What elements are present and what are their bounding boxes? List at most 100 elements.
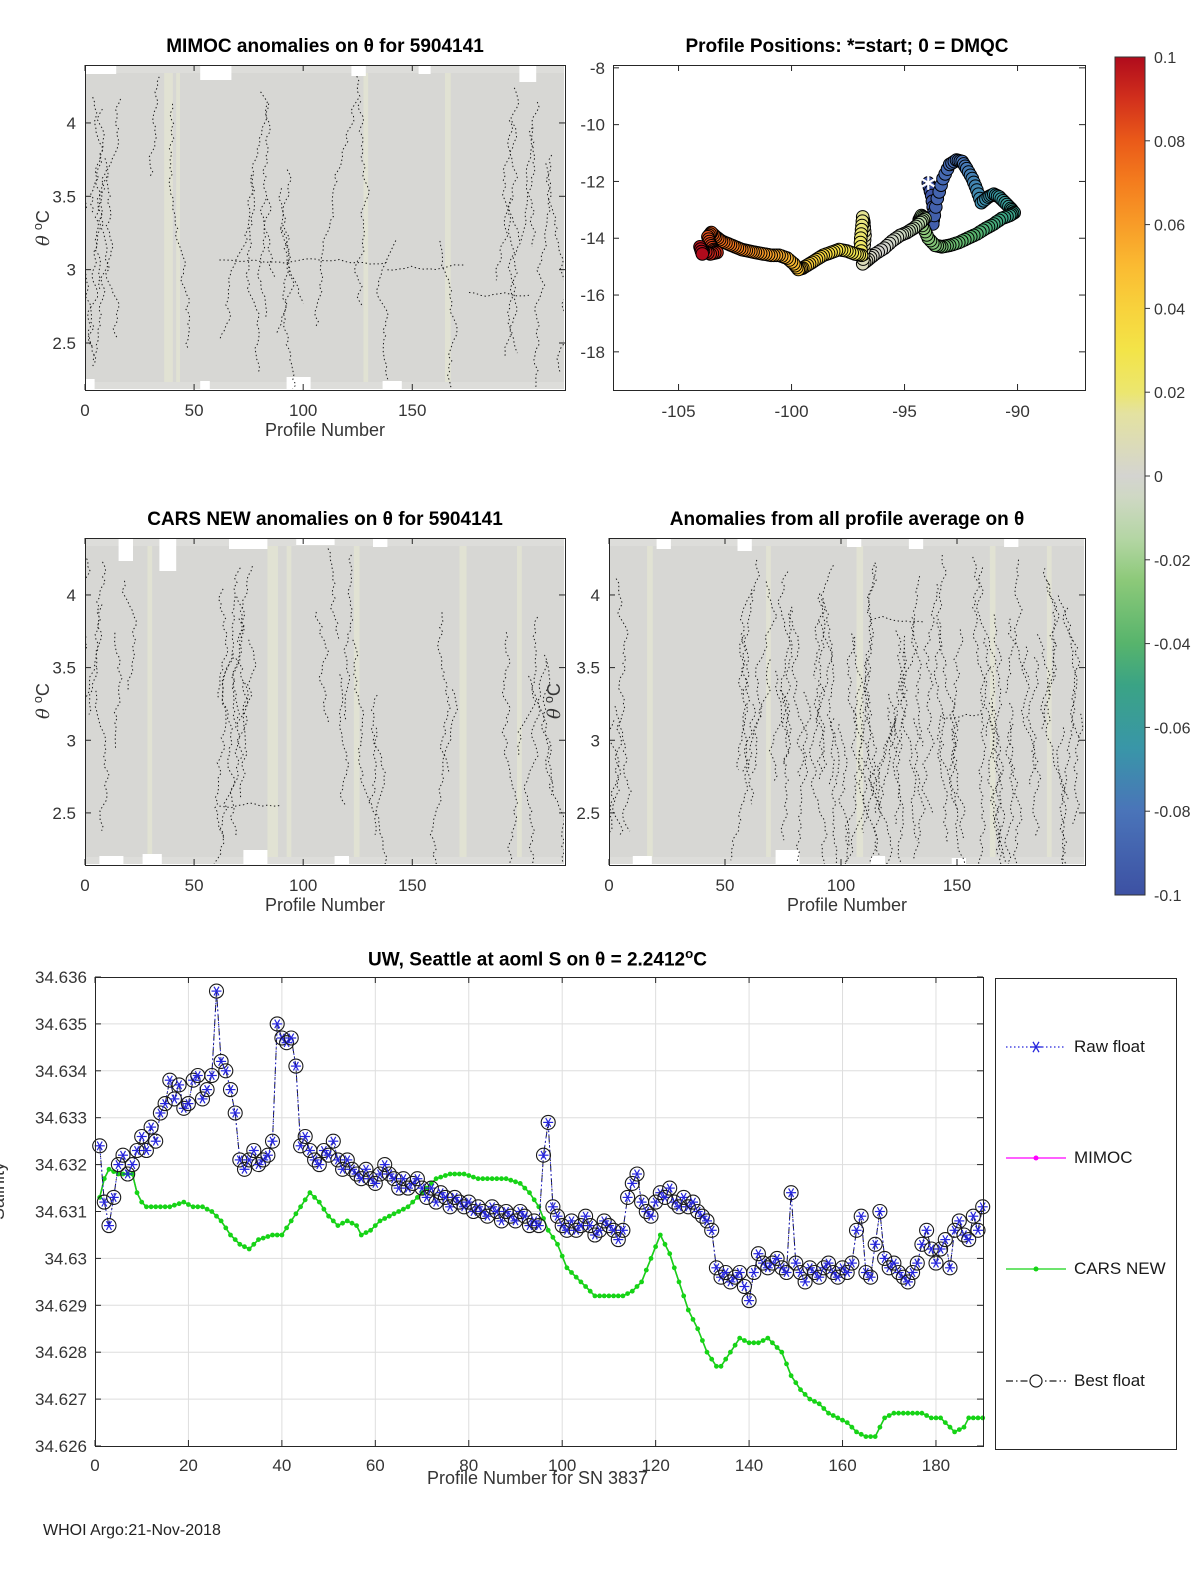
svg-text:60: 60 xyxy=(366,1456,385,1475)
svg-text:50: 50 xyxy=(185,876,204,895)
timeseries-title-unit: C xyxy=(693,949,707,971)
svg-text:100: 100 xyxy=(548,1456,576,1475)
svg-text:-8: -8 xyxy=(590,59,605,78)
svg-text:150: 150 xyxy=(943,876,971,895)
svg-text:180: 180 xyxy=(922,1456,950,1475)
ylabel-cars: θ oC xyxy=(27,641,54,761)
svg-text:4: 4 xyxy=(67,114,76,133)
svg-text:3.5: 3.5 xyxy=(52,187,76,206)
svg-text:0.02: 0.02 xyxy=(1154,385,1185,402)
svg-text:2.5: 2.5 xyxy=(52,804,76,823)
svg-text:-10: -10 xyxy=(580,116,605,135)
svg-text:-16: -16 xyxy=(580,286,605,305)
svg-text:34.634: 34.634 xyxy=(35,1062,87,1081)
legend-item-mimoc: MIMOC xyxy=(1004,1148,1133,1168)
svg-text:-18: -18 xyxy=(580,343,605,362)
svg-text:34.631: 34.631 xyxy=(35,1203,87,1222)
xlabel-cars: Profile Number xyxy=(264,895,386,915)
legend-label: Best float xyxy=(1074,1371,1145,1390)
panel-title-timeseries: UW, Seattle at aoml S on θ = 2.2412oC xyxy=(95,946,980,971)
svg-text:150: 150 xyxy=(398,401,426,420)
legend-item-cars-new: CARS NEW xyxy=(1004,1259,1166,1279)
svg-text:34.63: 34.63 xyxy=(44,1249,87,1268)
svg-text:4: 4 xyxy=(591,586,600,605)
svg-text:-14: -14 xyxy=(580,229,605,248)
svg-text:3: 3 xyxy=(591,731,600,750)
theta-symbol: θ xyxy=(33,708,54,719)
legend-label: MIMOC xyxy=(1074,1148,1133,1167)
svg-text:100: 100 xyxy=(827,876,855,895)
legend-label: CARS NEW xyxy=(1074,1259,1166,1278)
degree-sup: o xyxy=(31,696,45,704)
svg-text:-105: -105 xyxy=(662,402,696,421)
svg-text:34.635: 34.635 xyxy=(35,1015,87,1034)
svg-text:2.5: 2.5 xyxy=(52,334,76,353)
mimoc-line-sample-icon xyxy=(1006,1155,1066,1161)
svg-text:3: 3 xyxy=(67,731,76,750)
svg-text:0: 0 xyxy=(90,1456,99,1475)
panel-title-allprof: Anomalies from all profile average on θ xyxy=(669,509,1025,530)
svg-text:0.04: 0.04 xyxy=(1154,301,1185,318)
svg-text:100: 100 xyxy=(289,401,317,420)
svg-text:50: 50 xyxy=(185,401,204,420)
legend-item-raw-float: Raw float xyxy=(1004,1037,1145,1057)
xlabel-mimoc: Profile Number xyxy=(264,420,386,440)
degree-sup: o xyxy=(542,696,556,704)
svg-text:0: 0 xyxy=(604,876,613,895)
svg-text:34.626: 34.626 xyxy=(35,1437,87,1456)
svg-text:160: 160 xyxy=(828,1456,856,1475)
xlabel-allprof: Profile Number xyxy=(786,895,908,915)
timeseries-title-degree: o xyxy=(685,946,694,961)
svg-text:-0.06: -0.06 xyxy=(1154,720,1191,737)
panel-title-positions: Profile Positions: *=start; 0 = DMQC xyxy=(685,36,1009,57)
svg-text:34.627: 34.627 xyxy=(35,1390,87,1409)
svg-text:20: 20 xyxy=(179,1456,198,1475)
legend-label: Raw float xyxy=(1074,1037,1145,1056)
svg-text:34.632: 34.632 xyxy=(35,1156,87,1175)
unit-c: C xyxy=(33,683,53,697)
svg-text:3.5: 3.5 xyxy=(576,659,600,678)
unit-c: C xyxy=(544,683,564,697)
svg-text:4: 4 xyxy=(67,586,76,605)
svg-text:-100: -100 xyxy=(775,402,809,421)
svg-text:40: 40 xyxy=(272,1456,291,1475)
svg-text:0: 0 xyxy=(80,876,89,895)
ylabel-allprof: θ oC xyxy=(538,641,565,761)
theta-symbol: θ xyxy=(544,708,565,719)
svg-text:0.08: 0.08 xyxy=(1154,134,1185,151)
svg-text:3: 3 xyxy=(67,261,76,280)
svg-text:0: 0 xyxy=(80,401,89,420)
svg-text:0: 0 xyxy=(1154,469,1163,486)
svg-text:-90: -90 xyxy=(1005,402,1030,421)
svg-text:-0.08: -0.08 xyxy=(1154,804,1191,821)
ylabel-mimoc: θ oC xyxy=(27,168,54,288)
svg-text:120: 120 xyxy=(641,1456,669,1475)
panel-title-cars: CARS NEW anomalies on θ for 5904141 xyxy=(147,509,503,530)
svg-text:-0.1: -0.1 xyxy=(1154,888,1182,905)
svg-text:34.633: 34.633 xyxy=(35,1109,87,1128)
svg-text:80: 80 xyxy=(459,1456,478,1475)
svg-text:0.1: 0.1 xyxy=(1154,50,1176,67)
cars-new-line-sample-icon xyxy=(1006,1266,1066,1272)
best-float-line-sample-icon xyxy=(1006,1374,1066,1388)
timeseries-legend: Raw float MIMOC CARS NEW Best float xyxy=(995,978,1177,1450)
raw-float-line-sample-icon xyxy=(1006,1041,1066,1053)
svg-text:34.636: 34.636 xyxy=(35,968,87,987)
svg-text:3.5: 3.5 xyxy=(52,659,76,678)
theta-symbol: θ xyxy=(33,235,54,246)
svg-text:-0.02: -0.02 xyxy=(1154,553,1191,570)
svg-text:2.5: 2.5 xyxy=(576,804,600,823)
timeseries-title-main: UW, Seattle at aoml S on θ = 2.2412 xyxy=(368,949,686,971)
legend-item-best-float: Best float xyxy=(1004,1371,1145,1391)
footer-stamp: WHOI Argo:21-Nov-2018 xyxy=(43,1522,221,1539)
unit-c: C xyxy=(33,210,53,224)
svg-text:-0.04: -0.04 xyxy=(1154,637,1191,654)
svg-text:150: 150 xyxy=(398,876,426,895)
svg-text:50: 50 xyxy=(716,876,735,895)
svg-text:100: 100 xyxy=(289,876,317,895)
degree-sup: o xyxy=(31,223,45,231)
panel-title-mimoc: MIMOC anomalies on θ for 5904141 xyxy=(166,36,484,57)
svg-text:-12: -12 xyxy=(580,172,605,191)
